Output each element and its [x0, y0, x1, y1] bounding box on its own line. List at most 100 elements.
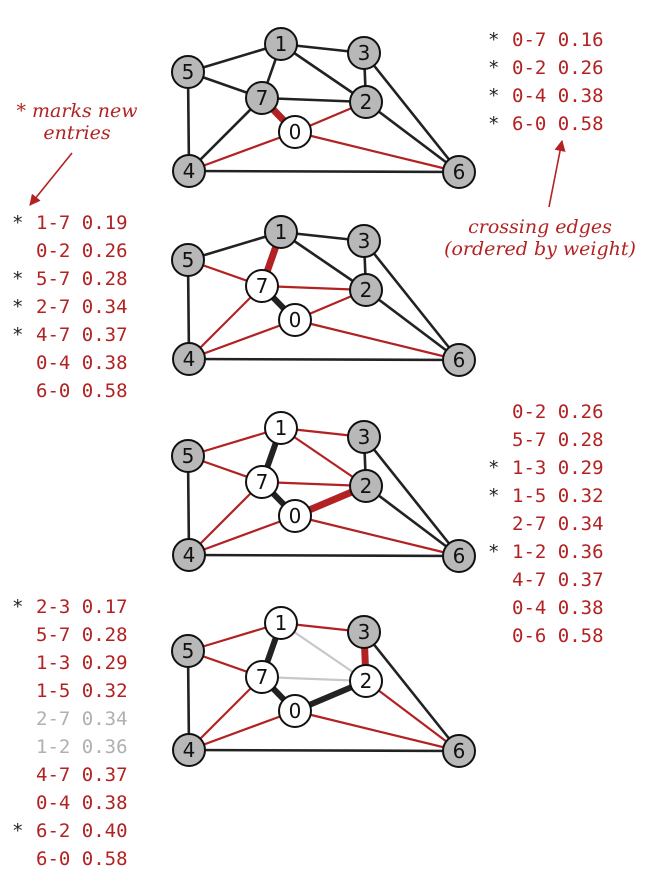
crossing-edges-line-1: crossing edges — [440, 216, 640, 238]
edge-weight-text: 0-7 0.16 — [512, 29, 604, 51]
edge-list-entry: 2-7 0.34 — [12, 705, 128, 733]
vertex-label-5: 5 — [182, 639, 195, 663]
edge-weight-text: 2-7 0.34 — [512, 513, 604, 535]
new-entry-marker: * — [488, 82, 512, 110]
vertex-label-6: 6 — [453, 348, 466, 372]
vertex-label-6: 6 — [453, 739, 466, 763]
vertex-label-4: 4 — [183, 159, 196, 183]
edge-list-entry: * 2-7 0.34 — [12, 293, 128, 321]
vertex-label-0: 0 — [289, 308, 302, 332]
vertex-label-0: 0 — [289, 120, 302, 144]
edge-list-step-4: * 2-3 0.17 5-7 0.28 1-3 0.29 1-5 0.32 2-7 0.3… — [12, 593, 128, 873]
edge-weight-text: 0-4 0.38 — [36, 792, 128, 814]
vertex-label-2: 2 — [360, 278, 373, 302]
edge-weight-text: 4-7 0.37 — [36, 324, 128, 346]
new-entry-marker: * — [488, 26, 512, 54]
vertex-label-1: 1 — [275, 416, 288, 440]
new-entry-marker: * — [12, 817, 36, 845]
graph-step-4: 01234567 — [172, 607, 475, 767]
edge-4-6 — [189, 171, 459, 172]
new-entries-line-1: * marks new — [12, 100, 142, 122]
edge-weight-text: 0-4 0.38 — [512, 85, 604, 107]
edge-weight-text: 5-7 0.28 — [36, 624, 128, 646]
edge-list-step-1: * 0-7 0.16 * 0-2 0.26 * 0-4 0.38 * 6-0 0.58 — [488, 26, 604, 138]
vertex-label-0: 0 — [289, 504, 302, 528]
vertex-label-4: 4 — [183, 738, 196, 762]
edge-weight-text: 6-0 0.58 — [36, 380, 128, 402]
edge-weight-text: 2-7 0.34 — [36, 296, 128, 318]
edge-weight-text: 4-7 0.37 — [512, 569, 604, 591]
edge-weight-text: 1-3 0.29 — [512, 457, 604, 479]
edge-list-entry: 0-2 0.26 — [488, 398, 604, 426]
vertex-label-1: 1 — [275, 32, 288, 56]
new-entry-marker: * — [488, 110, 512, 138]
edge-list-entry: 0-4 0.38 — [12, 789, 128, 817]
vertex-label-2: 2 — [360, 669, 373, 693]
edge-weight-text: 1-7 0.19 — [36, 212, 128, 234]
new-entries-note: * marks new entries — [12, 100, 142, 144]
vertex-label-5: 5 — [182, 60, 195, 84]
edge-list-entry: 2-7 0.34 — [488, 510, 604, 538]
edge-list-entry: * 6-2 0.40 — [12, 817, 128, 845]
edge-list-entry: 6-0 0.58 — [12, 377, 128, 405]
crossing-edges-note: crossing edges (ordered by weight) — [440, 216, 640, 260]
edge-list-entry: * 2-3 0.17 — [12, 593, 128, 621]
edge-list-entry: * 5-7 0.28 — [12, 265, 128, 293]
vertex-label-7: 7 — [256, 274, 269, 298]
graph-step-1: 0 1 2 3 4 5 6 7 — [172, 28, 475, 188]
new-entry-marker: * — [488, 482, 512, 510]
vertex-label-5: 5 — [182, 248, 195, 272]
edge-4-6 — [189, 359, 459, 360]
edge-weight-text: 4-7 0.37 — [36, 764, 128, 786]
edge-weight-text: 0-4 0.38 — [512, 597, 604, 619]
new-entry-marker: * — [12, 265, 36, 293]
edge-list-entry: 1-3 0.29 — [12, 649, 128, 677]
vertex-label-3: 3 — [358, 229, 371, 253]
edge-weight-text: 0-4 0.38 — [36, 352, 128, 374]
edge-weight-text: 1-2 0.36 — [512, 541, 604, 563]
edge-weight-text: 2-3 0.17 — [36, 596, 128, 618]
edge-4-6 — [189, 750, 459, 751]
new-entry-marker: * — [12, 293, 36, 321]
vertex-label-1: 1 — [275, 220, 288, 244]
edge-weight-text: 1-3 0.29 — [36, 652, 128, 674]
edge-list-entry: 6-0 0.58 — [12, 845, 128, 873]
edge-weight-text: 5-7 0.28 — [512, 429, 604, 451]
edge-weight-text: 1-5 0.32 — [512, 485, 604, 507]
edge-list-entry: * 0-2 0.26 — [488, 54, 604, 82]
edge-list-entry: * 1-2 0.36 — [488, 538, 604, 566]
vertex-label-4: 4 — [183, 347, 196, 371]
edge-list-entry: 0-6 0.58 — [488, 622, 604, 650]
new-entry-marker: * — [12, 321, 36, 349]
vertex-label-7: 7 — [256, 470, 269, 494]
vertex-label-5: 5 — [182, 444, 195, 468]
edge-weight-text: 0-6 0.58 — [512, 625, 604, 647]
new-entry-marker: * — [488, 54, 512, 82]
edge-weight-text: 6-0 0.58 — [36, 848, 128, 870]
graph-step-3: 01234567 — [172, 412, 475, 572]
edge-weight-text: 0-2 0.26 — [512, 57, 604, 79]
edge-list-entry: * 4-7 0.37 — [12, 321, 128, 349]
edge-list-step-3: 0-2 0.26 5-7 0.28 * 1-3 0.29 * 1-5 0.32 2-7 0.… — [488, 398, 604, 650]
edge-list-entry: 4-7 0.37 — [12, 761, 128, 789]
new-entries-arrow — [30, 153, 72, 205]
edge-weight-text: 0-2 0.26 — [512, 401, 604, 423]
vertex-label-7: 7 — [256, 665, 269, 689]
new-entry-marker: * — [12, 209, 36, 237]
edge-weight-text: 0-2 0.26 — [36, 240, 128, 262]
vertex-label-6: 6 — [453, 544, 466, 568]
edge-weight-text: 5-7 0.28 — [36, 268, 128, 290]
edge-list-entry: * 6-0 0.58 — [488, 110, 604, 138]
vertex-label-7: 7 — [256, 86, 269, 110]
edge-list-entry: * 0-7 0.16 — [488, 26, 604, 54]
vertex-label-2: 2 — [360, 474, 373, 498]
vertex-label-6: 6 — [453, 160, 466, 184]
graph-step-2: 0 1 2 3 4 5 6 7 — [172, 216, 475, 376]
edge-4-6 — [189, 555, 459, 556]
edge-list-entry: 4-7 0.37 — [488, 566, 604, 594]
edge-6-0 — [295, 711, 459, 751]
edge-list-entry: 5-7 0.28 — [488, 426, 604, 454]
vertex-label-0: 0 — [289, 699, 302, 723]
new-entry-marker: * — [488, 454, 512, 482]
edge-list-entry: 0-2 0.26 — [12, 237, 128, 265]
